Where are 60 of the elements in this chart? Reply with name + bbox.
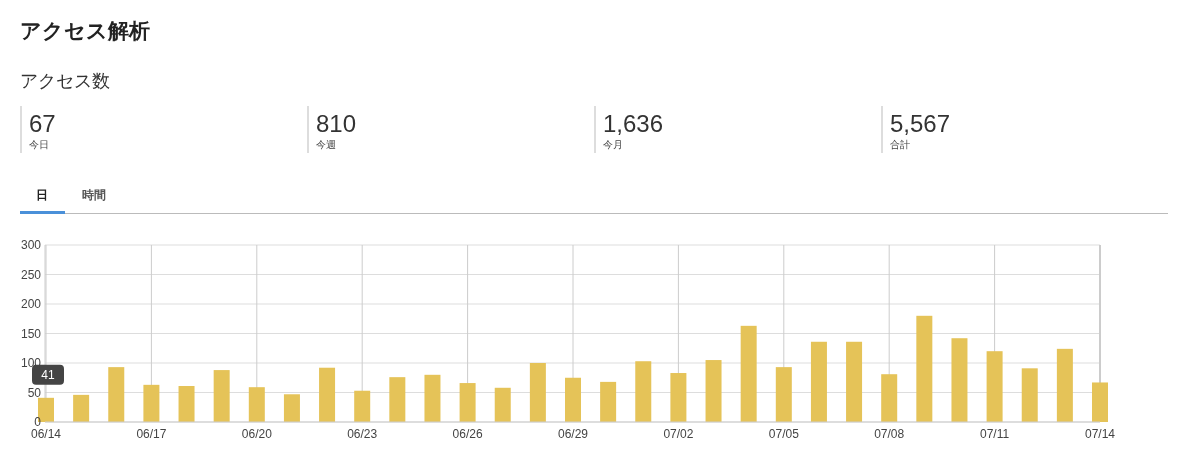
bar	[1021, 368, 1038, 422]
text: 時間	[82, 188, 106, 202]
bar	[319, 367, 336, 422]
bar	[635, 361, 652, 422]
bar	[1092, 382, 1108, 422]
x-tick-label: 06/29	[557, 427, 589, 441]
y-tick-label: 200	[20, 297, 42, 311]
x-tick-label: 07/05	[768, 427, 800, 441]
x-tick-label: 06/14	[30, 427, 62, 441]
category-label: 今月	[603, 139, 623, 150]
bar	[810, 341, 827, 422]
y-tick-label: 300	[20, 238, 42, 252]
text: アクセス数	[20, 71, 110, 91]
text: 5,567	[890, 110, 951, 137]
bar	[705, 360, 722, 422]
bar	[494, 387, 511, 422]
bar	[143, 384, 160, 422]
bar	[951, 338, 968, 422]
text: アクセス解析	[20, 19, 150, 42]
bar	[986, 351, 1003, 422]
x-tick-label: 06/23	[347, 427, 378, 441]
category-label: 今日	[29, 139, 49, 150]
text: 810	[316, 110, 357, 137]
text: 67	[29, 110, 56, 137]
bar	[213, 370, 230, 422]
y-tick-label: 50	[27, 385, 42, 400]
bar	[565, 377, 581, 422]
bar	[248, 387, 265, 422]
y-tick-label: 250	[20, 267, 42, 282]
text: 日	[36, 188, 48, 202]
bar	[354, 390, 371, 422]
bar	[600, 381, 617, 422]
y-tick-label: 150	[20, 326, 42, 341]
x-tick-label: 07/11	[980, 427, 1010, 441]
x-tick-label: 06/17	[136, 427, 167, 441]
x-tick-label: 07/02	[663, 427, 694, 441]
bar	[775, 367, 792, 422]
x-tick-label: 07/08	[874, 427, 905, 441]
bar	[740, 325, 757, 422]
bar	[424, 374, 441, 422]
bar	[178, 386, 195, 422]
annotation: 41	[41, 367, 55, 382]
bar	[881, 374, 898, 422]
bar	[73, 394, 90, 422]
bar	[670, 373, 687, 422]
x-tick-label: 06/20	[241, 427, 273, 441]
x-tick-label: 06/26	[452, 427, 483, 441]
category-label: 合計	[890, 139, 910, 150]
bar	[846, 341, 863, 422]
bar	[459, 383, 476, 422]
bar	[1056, 348, 1073, 422]
bar	[529, 363, 546, 422]
y-tick-label: 0	[34, 415, 42, 429]
x-tick-label: 07/14	[1084, 427, 1116, 441]
text: 1,636	[603, 110, 664, 137]
bar	[108, 367, 125, 422]
category-label: 今週	[316, 139, 336, 150]
bar	[283, 394, 300, 422]
bar	[916, 315, 933, 422]
bar	[389, 377, 406, 422]
